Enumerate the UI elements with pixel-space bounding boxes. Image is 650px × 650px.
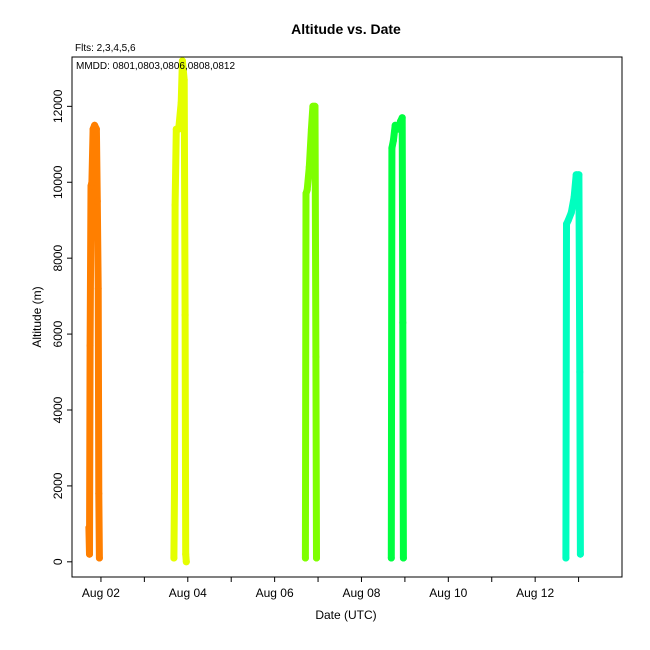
data-point xyxy=(303,186,311,194)
x-tick-label: Aug 08 xyxy=(342,586,380,600)
y-tick-label: 4000 xyxy=(51,396,65,423)
y-axis-label: Altitude (m) xyxy=(30,286,44,347)
data-point xyxy=(86,550,93,558)
data-point xyxy=(180,76,188,84)
data-point xyxy=(562,554,570,562)
data-point xyxy=(311,102,319,110)
series-flight-3 xyxy=(170,57,190,566)
data-point xyxy=(94,285,102,292)
mmdd-annotation: MMDD: 0801,0803,0806,0808,0812 xyxy=(76,61,235,72)
y-axis: 0 2000 4000 6000 8000 10000 12000 xyxy=(51,89,72,565)
x-axis-label: Date (UTC) xyxy=(315,608,376,622)
data-point xyxy=(305,163,313,171)
data-point xyxy=(389,137,397,144)
data-point xyxy=(181,311,189,319)
series-flight-5 xyxy=(387,114,407,562)
data-point xyxy=(95,554,103,562)
data-point xyxy=(92,125,100,133)
chart-title: Altitude vs. Date xyxy=(291,21,401,37)
data-point xyxy=(576,550,584,558)
series-flight-6 xyxy=(562,171,584,562)
series-flight-2 xyxy=(85,121,103,562)
data-point xyxy=(399,319,407,327)
flights-subtitle: Flts: 2,3,4,5,6 xyxy=(75,43,136,54)
data-point xyxy=(301,554,309,562)
data-point xyxy=(177,99,185,106)
y-tick-label: 0 xyxy=(51,558,65,565)
x-tick-label: Aug 12 xyxy=(516,586,554,600)
data-point xyxy=(312,353,320,361)
data-point xyxy=(570,193,578,201)
data-point xyxy=(175,125,183,133)
data-point xyxy=(564,216,572,224)
x-tick-label: Aug 04 xyxy=(169,586,207,600)
data-point xyxy=(86,342,94,349)
data-point xyxy=(88,178,96,186)
data-point xyxy=(394,125,402,133)
data-point xyxy=(171,201,179,209)
data-point xyxy=(398,114,406,122)
x-tick-label: Aug 02 xyxy=(82,586,120,600)
data-point xyxy=(171,486,178,494)
series-flight-4 xyxy=(301,102,320,562)
data-point xyxy=(182,558,190,566)
y-tick-label: 2000 xyxy=(51,472,65,499)
x-tick-label: Aug 06 xyxy=(256,586,294,600)
data-point xyxy=(307,125,315,133)
data-point xyxy=(182,550,190,558)
data-point xyxy=(399,554,407,562)
y-tick-label: 6000 xyxy=(51,320,65,347)
data-point xyxy=(575,171,583,179)
data-point xyxy=(178,57,186,65)
y-tick-label: 10000 xyxy=(51,165,65,199)
y-tick-label: 12000 xyxy=(51,89,65,123)
data-point xyxy=(388,144,396,152)
data-point xyxy=(95,490,103,497)
data-point xyxy=(85,524,93,532)
y-tick-label: 8000 xyxy=(51,245,65,272)
x-axis: Aug 02 Aug 04 Aug 06 Aug 08 Aug 10 Aug 12 xyxy=(82,577,580,600)
data-point xyxy=(313,554,320,562)
data-point xyxy=(93,197,101,205)
data-point xyxy=(567,209,575,217)
data-point xyxy=(170,554,178,562)
x-tick-label: Aug 10 xyxy=(429,586,467,600)
plot-frame xyxy=(71,56,623,578)
data-point xyxy=(387,554,395,562)
data-point xyxy=(576,368,584,376)
series-layer xyxy=(85,57,584,566)
